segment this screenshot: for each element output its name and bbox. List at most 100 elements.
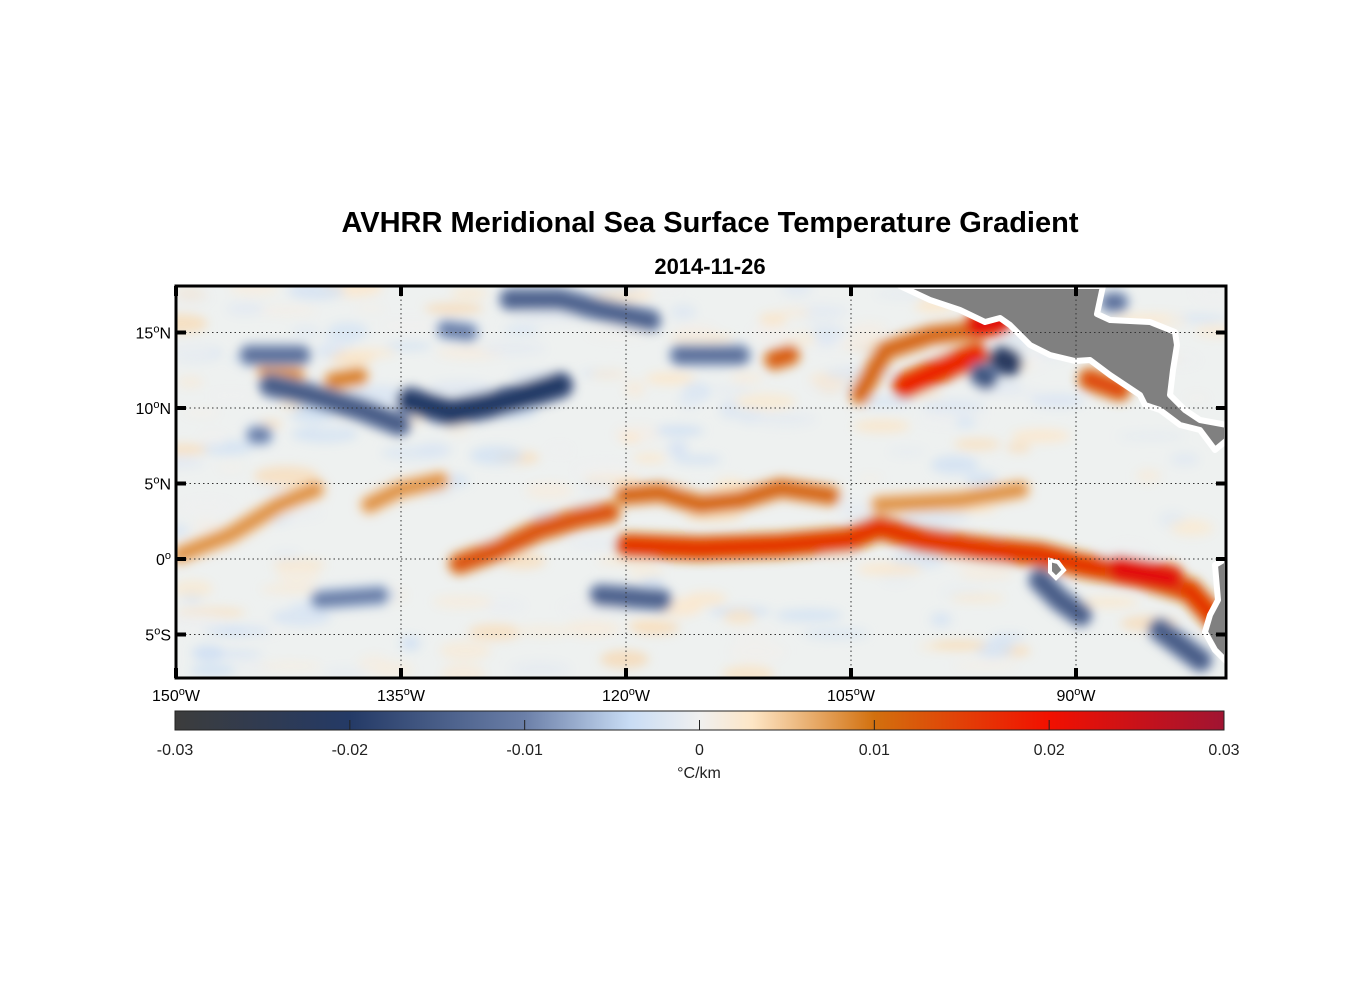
gradient-patch xyxy=(525,481,573,500)
colorbar-tick-label: 0.02 xyxy=(1034,742,1065,759)
gradient-patch xyxy=(627,620,670,630)
galapagos-land xyxy=(1048,557,1067,581)
warm-front xyxy=(451,504,618,572)
gradient-patch xyxy=(424,302,484,315)
gradient-patch xyxy=(1170,452,1200,467)
warm-front xyxy=(176,483,322,561)
gradient-patch xyxy=(271,550,301,560)
gradient-patch xyxy=(275,564,321,585)
gradient-patch xyxy=(256,305,318,317)
gradient-patch xyxy=(674,455,722,464)
colorbar-tick-label: -0.01 xyxy=(506,742,543,759)
gradient-patch xyxy=(953,438,1001,451)
gradient-patch xyxy=(954,416,976,429)
warm-front xyxy=(895,345,985,395)
gradient-patch xyxy=(1080,596,1139,608)
warm-front xyxy=(259,363,303,382)
gradient-patch xyxy=(182,407,221,419)
gradient-patch xyxy=(355,303,386,314)
colorbar-tick-label: 0.01 xyxy=(859,742,890,759)
cool-front xyxy=(313,588,387,607)
gradient-patch xyxy=(722,665,775,678)
gradient-patch xyxy=(753,411,817,427)
colorbar: -0.03 -0.02 -0.01 0 0.01 0.02 0.03 °C/km xyxy=(157,710,1240,782)
y-tick-label: 10oN xyxy=(136,399,171,418)
warm-front xyxy=(617,480,838,512)
warm-front xyxy=(1081,371,1128,399)
gradient-patch xyxy=(253,466,319,486)
x-tick-label: 150oW xyxy=(152,686,201,705)
gradient-patch xyxy=(719,399,741,420)
gradient-patch xyxy=(291,325,321,339)
gradient-patch xyxy=(510,311,577,323)
gradient-patch xyxy=(1006,442,1031,453)
colorbar-tick-label: 0.03 xyxy=(1208,742,1239,759)
y-tick-label: 5oS xyxy=(145,626,171,645)
gradient-patch xyxy=(468,623,522,641)
gradient-patch xyxy=(780,286,813,298)
gradient-patch xyxy=(801,627,870,640)
gradient-patch xyxy=(572,461,641,479)
gradient-patch xyxy=(176,612,230,630)
colorbar-label: °C/km xyxy=(677,765,721,782)
x-axis: 150oW 135oW 120oW 105oW 90oW xyxy=(152,286,1096,705)
gradient-patch xyxy=(1030,393,1086,408)
chart-title: AVHRR Meridional Sea Surface Temperature… xyxy=(341,207,1079,239)
gradient-patch xyxy=(198,430,228,447)
gradient-patch xyxy=(857,474,883,483)
gradient-patch xyxy=(482,599,526,614)
gradient-patch xyxy=(514,625,573,637)
gradient-patch xyxy=(977,387,1043,398)
gradient-patch xyxy=(386,341,432,351)
colorbar-tick-label: 0 xyxy=(695,742,704,759)
gradient-patch xyxy=(208,391,253,400)
y-tick-label: 15oN xyxy=(136,324,171,343)
gradient-patch xyxy=(730,371,763,385)
gradient-patch xyxy=(856,563,923,576)
gradient-patch xyxy=(229,286,279,297)
gradient-patch xyxy=(1118,432,1186,441)
gradient-patch xyxy=(815,336,838,348)
gradient-patch xyxy=(953,660,1018,671)
gradient-patch xyxy=(327,322,369,342)
gradient-patch xyxy=(669,304,697,320)
gradient-patch xyxy=(809,326,846,340)
y-axis: 15oN 10oN 5oN 0o 5oS xyxy=(136,324,1226,645)
cool-front xyxy=(502,291,659,329)
gradient-patch xyxy=(432,594,493,610)
gradient-patch xyxy=(564,620,621,637)
gradient-patch xyxy=(469,445,524,466)
gradient-patch xyxy=(255,485,287,494)
gradient-patch xyxy=(640,576,664,590)
gradient-patch xyxy=(191,519,219,531)
gradient-patch xyxy=(902,510,971,523)
gradient-patch xyxy=(950,593,1005,603)
gradient-patch xyxy=(888,447,926,457)
colorbar-tick-label: -0.03 xyxy=(157,742,194,759)
gradient-patch xyxy=(667,440,689,458)
gradient-patch xyxy=(260,584,320,594)
gradient-patch xyxy=(176,344,217,360)
cool-front xyxy=(991,349,1020,374)
gradient-patch xyxy=(176,456,205,469)
gradient-patch xyxy=(965,472,998,487)
gradient-patch xyxy=(217,460,246,475)
gradient-patch xyxy=(450,288,488,299)
gradient-patch xyxy=(1191,286,1226,302)
gradient-patch xyxy=(853,419,911,433)
gradient-patch xyxy=(735,393,796,411)
cool-front xyxy=(439,322,476,340)
gradient-patch xyxy=(417,442,452,458)
gradient-patch xyxy=(677,393,701,410)
gradient-patch xyxy=(441,663,486,678)
gradient-patch xyxy=(1170,519,1215,537)
central-america-land xyxy=(897,286,1226,453)
warm-front xyxy=(766,347,798,368)
gradient-patch xyxy=(315,421,349,433)
x-tick-label: 135oW xyxy=(377,686,426,705)
gradient-patch xyxy=(271,608,332,627)
gradient-patch xyxy=(992,633,1026,642)
colorbar-tick-label: -0.02 xyxy=(332,742,369,759)
gradient-patch xyxy=(1010,429,1071,443)
gradient-patch xyxy=(428,381,494,395)
